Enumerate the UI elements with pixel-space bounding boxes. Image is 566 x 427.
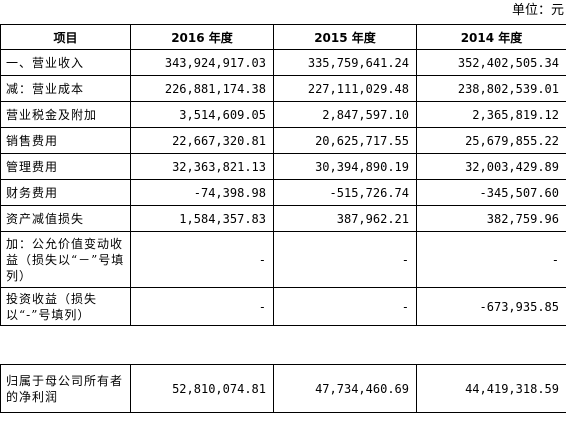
cell-value: - (130, 231, 274, 288)
cell-value: 20,625,717.55 (273, 127, 417, 154)
row-label: 投资收益（损失以“-”号填列） (0, 287, 131, 326)
cell-value: 32,363,821.13 (130, 153, 274, 180)
table-row: 加：公允价值变动收益（损失以“－”号填列） - - - (0, 231, 566, 288)
cell-value: -673,935.85 (416, 287, 566, 326)
cell-value: 238,802,539.01 (416, 75, 566, 102)
cell-value: 25,679,855.22 (416, 127, 566, 154)
table-row: 归属于母公司所有者的净利润 52,810,074.81 47,734,460.6… (0, 364, 566, 413)
table-row: 一、营业收入 343,924,917.03 335,759,641.24 352… (0, 49, 566, 76)
row-label: 归属于母公司所有者的净利润 (0, 364, 131, 413)
cell-value: - (273, 231, 417, 288)
cell-value: 2,847,597.10 (273, 101, 417, 128)
table-row: 财务费用 -74,398.98 -515,726.74 -345,507.60 (0, 179, 566, 206)
cell-value: 22,667,320.81 (130, 127, 274, 154)
cell-value: 2,365,819.12 (416, 101, 566, 128)
header-2016: 2016 年度 (130, 24, 274, 50)
cell-value: 1,584,357.83 (130, 205, 274, 232)
table-row: 投资收益（损失以“-”号填列） - - -673,935.85 (0, 287, 566, 326)
table-row: 营业税金及附加 3,514,609.05 2,847,597.10 2,365,… (0, 101, 566, 128)
cell-value: -74,398.98 (130, 179, 274, 206)
cell-value: 227,111,029.48 (273, 75, 417, 102)
table-row: 管理费用 32,363,821.13 30,394,890.19 32,003,… (0, 153, 566, 180)
cell-value: 30,394,890.19 (273, 153, 417, 180)
cell-value: 44,419,318.59 (416, 364, 566, 413)
row-label: 销售费用 (0, 127, 131, 154)
cell-value: 47,734,460.69 (273, 364, 417, 413)
table-header-row: 项目 2016 年度 2015 年度 2014 年度 (0, 24, 566, 50)
cell-value: 352,402,505.34 (416, 49, 566, 76)
row-label: 营业税金及附加 (0, 101, 131, 128)
cell-value: -345,507.60 (416, 179, 566, 206)
table-row: 销售费用 22,667,320.81 20,625,717.55 25,679,… (0, 127, 566, 154)
row-label: 一、营业收入 (0, 49, 131, 76)
row-label: 资产减值损失 (0, 205, 131, 232)
cell-value: - (416, 231, 566, 288)
row-label: 财务费用 (0, 179, 131, 206)
header-item: 项目 (0, 24, 131, 50)
cell-value: 382,759.96 (416, 205, 566, 232)
table-row: 资产减值损失 1,584,357.83 387,962.21 382,759.9… (0, 205, 566, 232)
row-label: 减：营业成本 (0, 75, 131, 102)
cell-value: 335,759,641.24 (273, 49, 417, 76)
row-label: 管理费用 (0, 153, 131, 180)
net-profit-table: 归属于母公司所有者的净利润 52,810,074.81 47,734,460.6… (0, 364, 566, 413)
cell-value: 387,962.21 (273, 205, 417, 232)
cell-value: - (130, 287, 274, 326)
header-2015: 2015 年度 (273, 24, 417, 50)
header-2014: 2014 年度 (416, 24, 566, 50)
cell-value: - (273, 287, 417, 326)
row-label: 加：公允价值变动收益（损失以“－”号填列） (0, 231, 131, 288)
cell-value: 226,881,174.38 (130, 75, 274, 102)
cell-value: -515,726.74 (273, 179, 417, 206)
cell-value: 32,003,429.89 (416, 153, 566, 180)
unit-label: 单位：元 (511, 3, 564, 18)
cell-value: 3,514,609.05 (130, 101, 274, 128)
cell-value: 52,810,074.81 (130, 364, 274, 413)
table-row: 减：营业成本 226,881,174.38 227,111,029.48 238… (0, 75, 566, 102)
income-statement-table: 项目 2016 年度 2015 年度 2014 年度 一、营业收入 343,92… (0, 24, 566, 326)
cell-value: 343,924,917.03 (130, 49, 274, 76)
